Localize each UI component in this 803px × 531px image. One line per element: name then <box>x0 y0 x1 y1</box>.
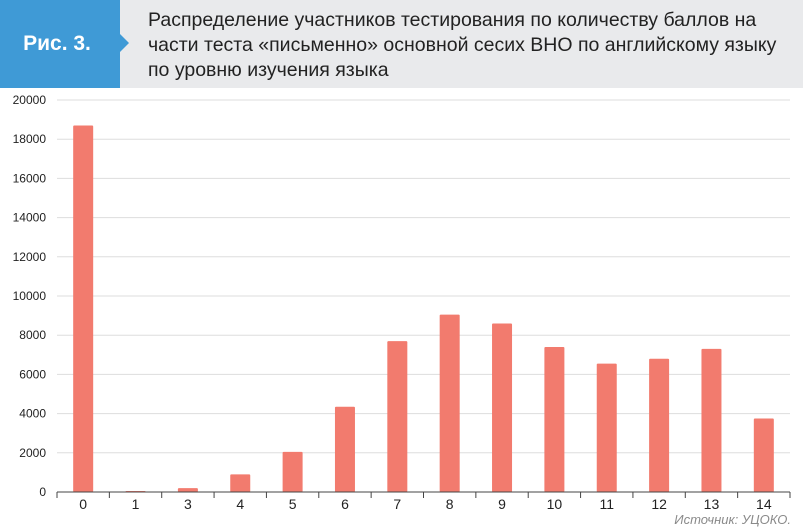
x-tick-label: 11 <box>599 496 614 512</box>
y-tick-label: 18000 <box>13 132 47 146</box>
x-tick-label: 10 <box>547 496 563 512</box>
figure-header: Рис. 3. Распределение участников тестиро… <box>0 0 803 88</box>
y-axis-tick-labels: 0 2000 4000 6000 8000 10000 12000 14000 16000 180… <box>13 93 47 499</box>
y-tick-label: 20000 <box>13 93 47 107</box>
bar-7 <box>387 341 408 492</box>
y-tick-label: 6000 <box>19 367 46 381</box>
x-tick-label: 1 <box>132 496 140 512</box>
bar-5 <box>282 451 303 492</box>
x-tick-label: 4 <box>236 496 244 512</box>
y-tick-label: 12000 <box>13 250 47 264</box>
y-tick-label: 4000 <box>19 407 46 421</box>
y-tick-label: 10000 <box>13 289 47 303</box>
figure-title: Распределение участников тестирования по… <box>148 9 777 81</box>
x-tick-label: 6 <box>341 496 349 512</box>
x-axis-tick-labels: 0 1 3 4 5 6 7 8 9 10 11 12 13 14 <box>79 496 772 512</box>
y-tick-label: 0 <box>39 485 46 499</box>
figure-label-arrow-icon <box>120 34 129 52</box>
bar-8 <box>439 314 460 492</box>
bar-4 <box>230 474 251 492</box>
x-tick-label: 5 <box>289 496 297 512</box>
bar-11 <box>596 363 617 492</box>
bar-13 <box>701 348 722 492</box>
bar-6 <box>334 406 355 492</box>
bar-14 <box>753 418 774 492</box>
bar-3 <box>177 488 198 492</box>
y-tick-label: 14000 <box>13 211 47 225</box>
y-tick-label: 2000 <box>19 446 46 460</box>
figure-label: Рис. 3. <box>0 0 120 88</box>
x-tick-label: 8 <box>446 496 454 512</box>
bar-10 <box>544 346 565 492</box>
x-tick-label: 12 <box>651 496 667 512</box>
y-tick-label: 16000 <box>13 171 47 185</box>
bar-9 <box>492 323 513 492</box>
gridlines <box>57 99 790 493</box>
x-tick-label: 13 <box>704 496 720 512</box>
bar-chart: 0200040006000800010000120001400016000180… <box>13 93 791 512</box>
x-tick-label: 9 <box>498 496 506 512</box>
bar-12 <box>649 358 670 492</box>
y-tick-label: 8000 <box>19 328 46 342</box>
x-tick-label: 7 <box>393 496 401 512</box>
source-note: Источник: УЦОКО. <box>674 512 791 527</box>
bar-0 <box>73 125 94 493</box>
x-tick-label: 0 <box>79 496 87 512</box>
x-axis <box>56 491 791 498</box>
x-tick-label: 3 <box>184 496 192 512</box>
x-tick-label: 14 <box>756 496 772 512</box>
bars <box>73 125 774 493</box>
